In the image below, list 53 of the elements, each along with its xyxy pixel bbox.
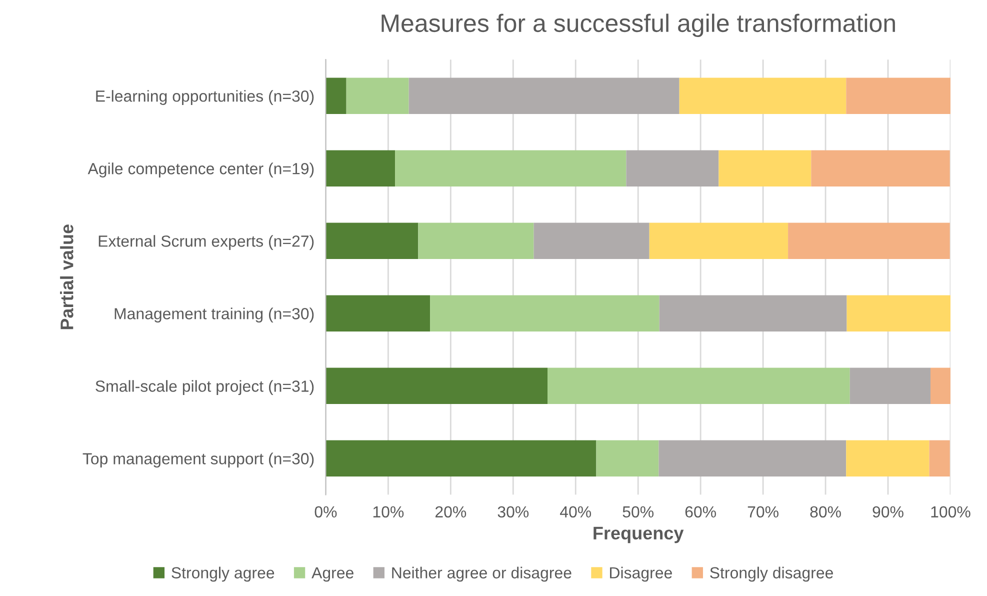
legend-label: Strongly agree: [172, 566, 274, 582]
bar: [679, 78, 846, 114]
bar: [346, 78, 409, 114]
x-tick-label: 30%: [498, 506, 529, 518]
x-tick-label: 40%: [560, 506, 592, 518]
y-tick-label: Small-scale pilot project (n=31): [96, 380, 314, 396]
bar: [659, 295, 847, 332]
y-tick-label: Top management support (n=30): [82, 452, 314, 468]
bar: [788, 222, 950, 260]
legend-label: Disagree: [610, 566, 672, 582]
x-tick-label: 10%: [373, 506, 404, 518]
bar: [718, 150, 812, 186]
bar: [850, 368, 930, 404]
bar: [326, 368, 548, 404]
bar: [395, 150, 626, 186]
bar: [326, 222, 418, 260]
bar: [846, 78, 950, 114]
chart-title: Measures for a successful agile transformation: [382, 14, 895, 38]
bar: [326, 440, 596, 477]
bar: [811, 150, 950, 186]
bar: [596, 440, 659, 477]
x-tick-label: 50%: [622, 506, 654, 518]
x-tick-label: 60%: [685, 506, 716, 518]
bar: [930, 368, 950, 404]
bar: [649, 222, 788, 260]
bar: [548, 368, 850, 404]
y-tick-label: E-learning opportunities (n=30): [96, 90, 314, 105]
bar: [846, 295, 950, 332]
bar: [626, 150, 719, 186]
bar: [326, 150, 396, 186]
bar: [326, 295, 430, 332]
x-tick-label: 70%: [748, 506, 778, 518]
x-tick-label: 100%: [931, 506, 970, 518]
bar: [326, 78, 346, 114]
x-tick-label: 20%: [435, 506, 466, 518]
bar: [846, 440, 930, 477]
legend-label: Agree: [312, 567, 354, 582]
y-tick-label: Agile competence center (n=19): [88, 162, 314, 178]
x-tick-label: 80%: [810, 506, 841, 518]
bar: [534, 222, 650, 260]
bar: [430, 295, 660, 332]
bar: [929, 440, 950, 477]
bar: [418, 222, 534, 260]
x-tick-label: 0%: [314, 506, 337, 518]
y-tick-label: Management training (n=30): [114, 308, 314, 322]
x-axis-title: Frequency: [594, 526, 684, 544]
legend-label: Strongly disagree: [710, 566, 833, 582]
bar: [658, 440, 846, 477]
legend-label: Neither agree or disagree: [392, 566, 572, 582]
y-tick-label: External Scrum experts (n=27): [98, 235, 314, 250]
bar: [408, 78, 680, 114]
x-tick-label: 90%: [872, 506, 904, 518]
y-axis-title: Partial value: [60, 224, 74, 330]
